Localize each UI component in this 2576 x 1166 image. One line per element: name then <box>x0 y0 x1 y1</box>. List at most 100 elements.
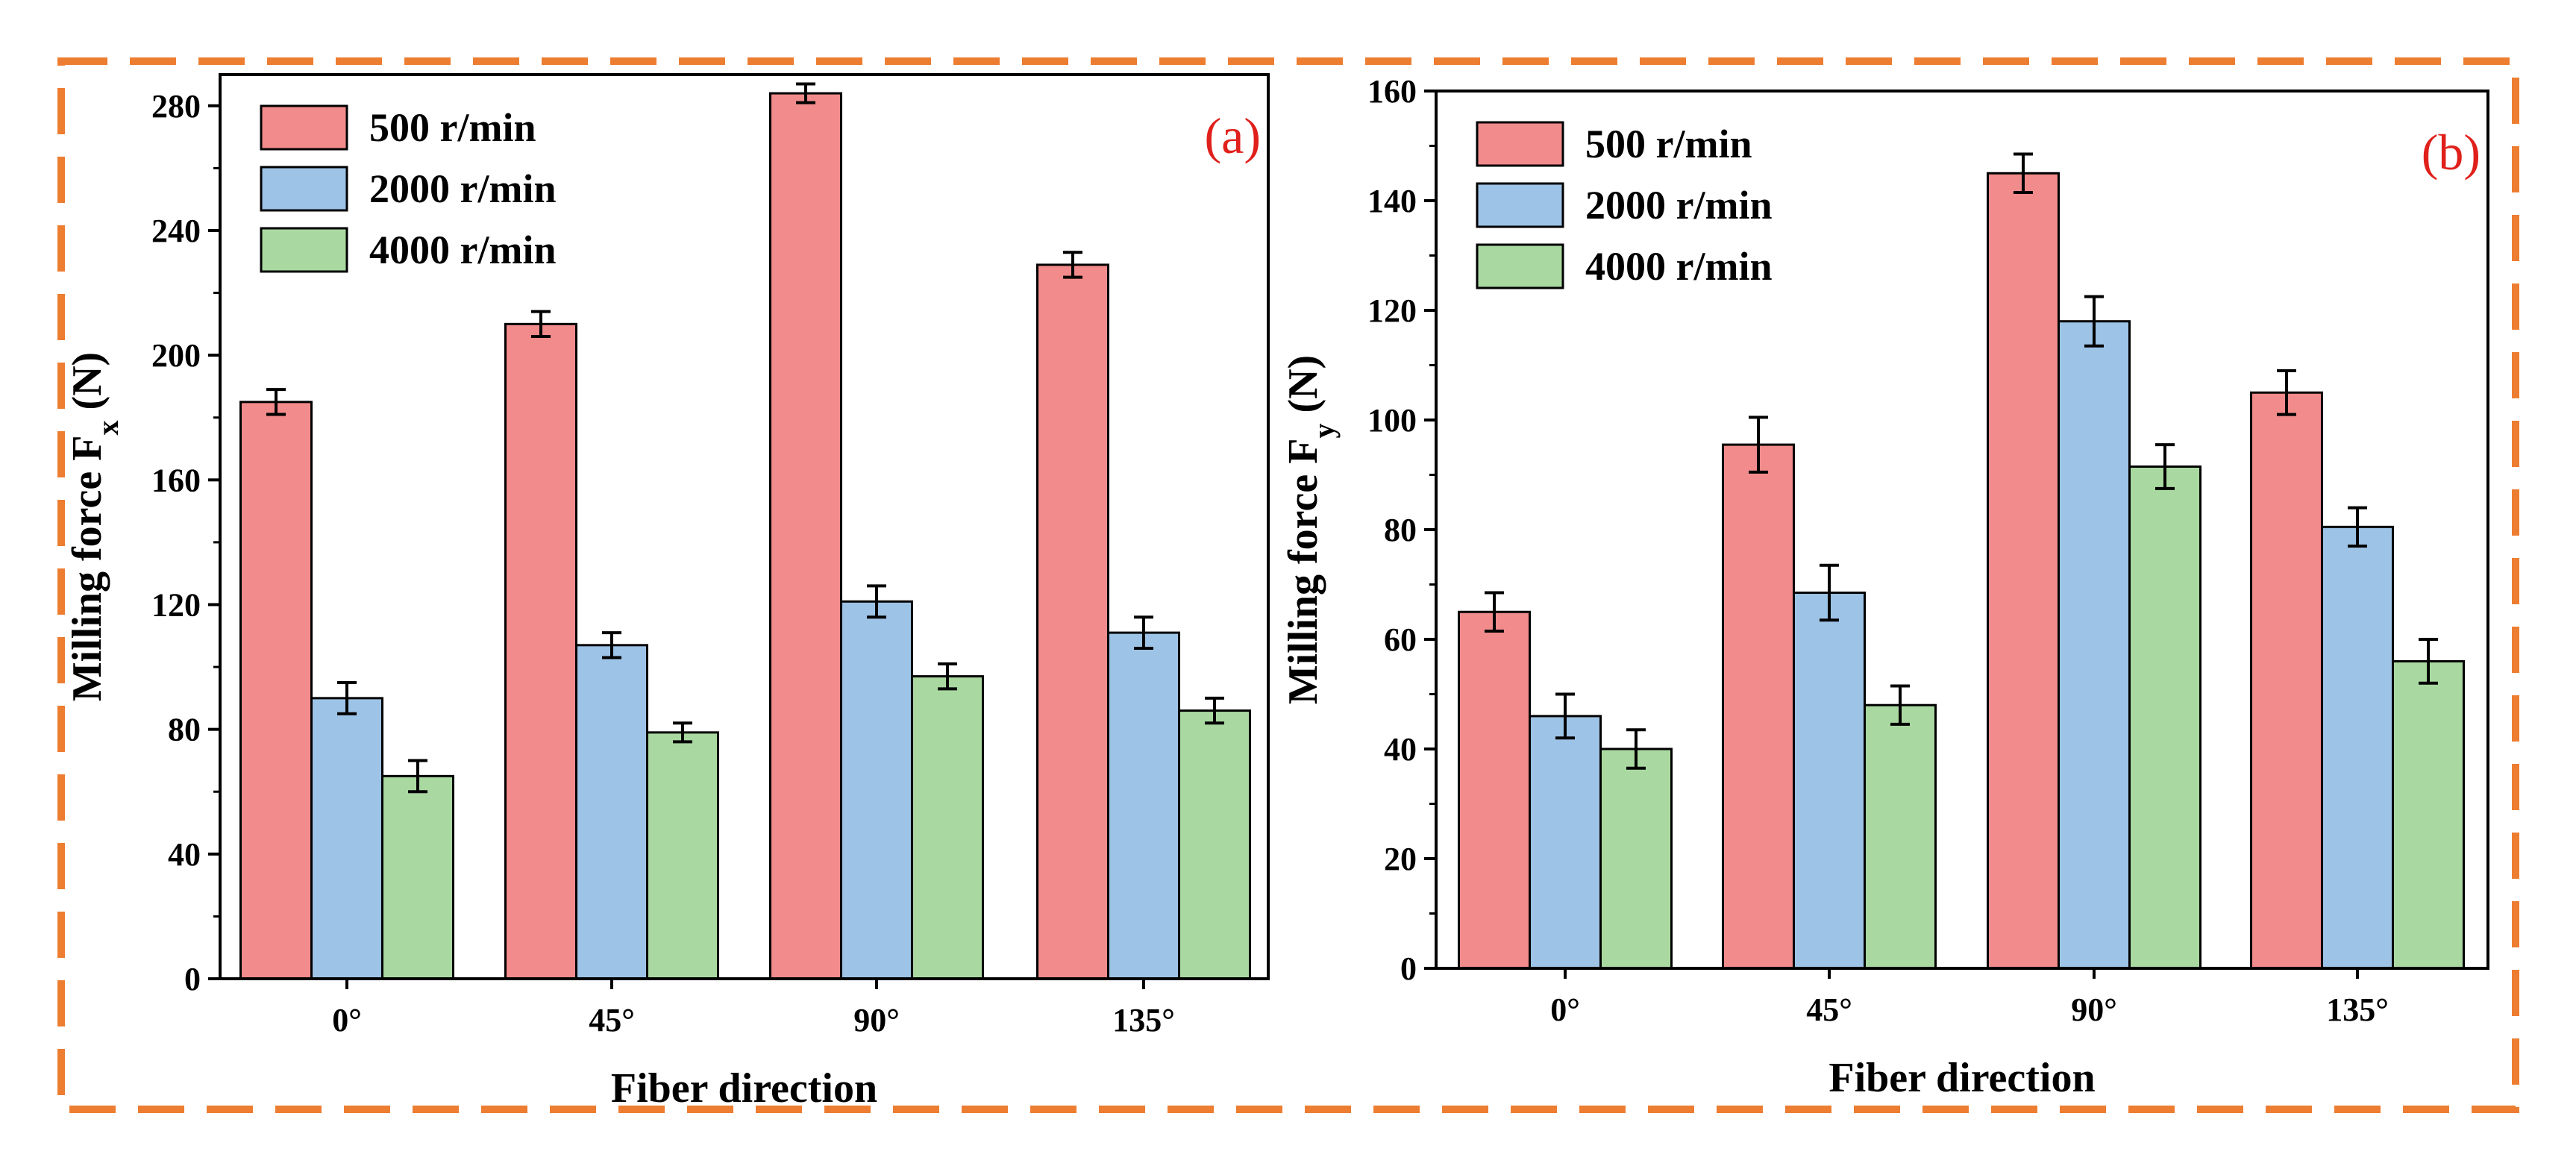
legend-label-0: 500 r/min <box>1585 122 1752 166</box>
bar-135deg-series-2 <box>1178 709 1251 980</box>
bar-90deg-series-1 <box>840 600 913 980</box>
legend-label-2: 4000 r/min <box>369 228 557 272</box>
y-tick-label: 120 <box>151 586 201 623</box>
error-bar <box>1749 416 1768 474</box>
error-bar <box>1626 728 1646 770</box>
y-tick-label: 60 <box>1384 621 1417 658</box>
legend-swatch-2 <box>260 227 348 273</box>
y-tick-label: 200 <box>151 337 201 374</box>
bar-0deg-series-1 <box>1529 715 1602 970</box>
y-axis-title-subscript: y <box>1307 424 1341 439</box>
x-tick-label: 45° <box>1806 991 1852 1028</box>
error-bar <box>408 759 427 794</box>
bar-45deg-series-1 <box>1793 592 1866 970</box>
error-bar <box>2348 506 2367 548</box>
legend-label-1: 2000 r/min <box>1585 183 1773 228</box>
legend-swatch-0 <box>1476 121 1564 167</box>
y-axis-title-unit: (N) <box>64 352 110 421</box>
legend-label-1: 2000 r/min <box>369 166 557 211</box>
chart-panel-a: 0° 45° 90° 135° 0 40 80 120 160 200 240 280 Fiber di… <box>64 73 1270 1112</box>
error-bar <box>1555 692 1575 740</box>
error-bar <box>1063 251 1082 279</box>
y-tick-label: 240 <box>151 213 201 249</box>
y-tick-label: 100 <box>1367 402 1417 439</box>
dashed-frame <box>57 57 2519 1113</box>
x-tick-label: 90° <box>853 1002 900 1038</box>
error-bar <box>2084 295 2104 348</box>
y-tick-label: 280 <box>151 88 201 125</box>
bar-0deg-series-0 <box>1458 610 1531 970</box>
panel-label: (b) <box>2422 124 2481 181</box>
bar-45deg-series-1 <box>575 644 648 980</box>
bar-135deg-series-2 <box>2392 659 2465 970</box>
error-bar <box>1205 696 1224 725</box>
error-bar <box>337 680 357 715</box>
error-bar <box>938 662 957 691</box>
y-tick-label: 20 <box>1384 841 1417 877</box>
x-tick-label: 90° <box>2071 991 2117 1028</box>
legend-swatch-1 <box>260 166 348 212</box>
y-tick-label: 120 <box>1367 292 1417 329</box>
legend-swatch-1 <box>1476 182 1564 228</box>
y-axis-title-subscript: x <box>91 421 125 436</box>
error-bar <box>2155 443 2175 490</box>
error-bar <box>1890 684 1910 726</box>
x-tick-label: 135° <box>2326 991 2389 1028</box>
x-axis-title: Fiber direction <box>1828 1055 2095 1101</box>
error-bar <box>2419 638 2438 685</box>
y-axis-title-main: Milling force F <box>64 436 110 702</box>
y-tick-label: 0 <box>1400 950 1417 987</box>
error-bar <box>2014 152 2033 194</box>
panel-label: (a) <box>1205 107 1261 164</box>
y-tick-label: 140 <box>1367 183 1417 219</box>
error-bar <box>796 82 815 104</box>
bar-45deg-series-0 <box>504 322 577 980</box>
x-axis-title: Fiber direction <box>611 1065 877 1112</box>
legend-swatch-0 <box>260 104 348 151</box>
y-axis-title-main: Milling force F <box>1280 439 1326 705</box>
bar-0deg-series-2 <box>1599 747 1673 970</box>
bar-45deg-series-0 <box>1722 443 1795 970</box>
y-axis-title: Milling force Fx (N) <box>64 352 125 701</box>
error-bar <box>266 388 286 416</box>
y-tick-label: 160 <box>1367 73 1417 110</box>
y-tick-label: 40 <box>168 836 201 873</box>
error-bar <box>2277 369 2296 416</box>
y-tick-label: 80 <box>1384 512 1417 548</box>
bar-90deg-series-2 <box>2128 465 2201 970</box>
x-tick-label: 45° <box>589 1002 635 1038</box>
legend-label-2: 4000 r/min <box>1585 244 1773 289</box>
bar-90deg-series-0 <box>769 92 842 980</box>
y-tick-label: 40 <box>1384 731 1417 768</box>
bar-90deg-series-1 <box>2058 320 2131 970</box>
error-bar <box>867 584 886 619</box>
x-tick-label: 0° <box>1550 991 1580 1028</box>
bar-135deg-series-1 <box>1107 631 1180 980</box>
bar-90deg-series-2 <box>911 675 984 980</box>
legend-label-0: 500 r/min <box>369 105 536 150</box>
x-tick-label: 0° <box>332 1002 362 1038</box>
bar-135deg-series-0 <box>2250 391 2323 970</box>
bar-0deg-series-1 <box>310 697 383 980</box>
y-axis-title: Milling force Fy (N) <box>1280 355 1341 704</box>
bar-90deg-series-0 <box>1987 172 2060 970</box>
legend-swatch-2 <box>1476 243 1564 289</box>
error-bar <box>531 310 551 339</box>
error-bar <box>1134 615 1153 650</box>
bar-0deg-series-2 <box>381 774 454 980</box>
bar-45deg-series-2 <box>646 731 719 980</box>
plot-frame <box>219 73 1270 980</box>
error-bar <box>1820 563 1839 622</box>
error-bar <box>1485 591 1504 633</box>
y-tick-label: 0 <box>184 961 201 997</box>
y-tick-label: 160 <box>151 462 201 498</box>
bar-45deg-series-2 <box>1864 703 1937 970</box>
chart-panel-b: 0° 45° 90° 135° 0 20 40 60 80 100 120 140 160 Fiber d… <box>1280 73 2489 1101</box>
bar-0deg-series-0 <box>239 401 313 980</box>
bar-135deg-series-0 <box>1036 263 1109 980</box>
y-tick-label: 80 <box>168 712 201 748</box>
error-bar <box>673 721 692 744</box>
y-axis-title-unit: (N) <box>1280 355 1326 424</box>
x-tick-label: 135° <box>1112 1002 1175 1038</box>
